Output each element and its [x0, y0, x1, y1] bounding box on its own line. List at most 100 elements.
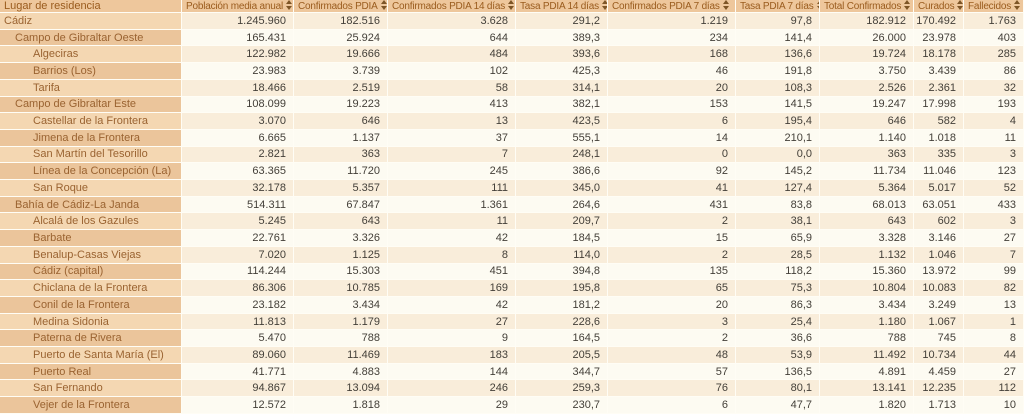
value-cell: 3.439: [914, 63, 964, 80]
value-cell: 23.978: [914, 29, 964, 47]
value-cell: 67.847: [294, 196, 388, 214]
value-cell: 63.051: [914, 196, 964, 214]
value-cell: 291,2: [516, 13, 608, 30]
column-header-lugar-de-residencia: Lugar de residencia: [0, 0, 182, 13]
value-cell: 5.245: [182, 213, 294, 231]
value-cell: 2.361: [914, 79, 964, 97]
value-cell: 9: [388, 330, 516, 348]
value-cell: 10.804: [820, 280, 914, 297]
value-cell: 0,0: [736, 146, 820, 164]
column-header-label: Total Confirmados: [824, 1, 902, 12]
value-cell: 234: [608, 29, 736, 47]
value-cell: 11.469: [294, 347, 388, 364]
value-cell: 10.083: [914, 280, 964, 297]
value-cell: 53,9: [736, 347, 820, 364]
place-name-cell: San Martín del Tesorillo: [0, 146, 182, 164]
column-header-tasa-pdia-14-dias[interactable]: Tasa PDIA 14 días: [516, 0, 608, 13]
value-cell: 37: [388, 129, 516, 147]
value-cell: 184,5: [516, 230, 608, 247]
value-cell: 13: [964, 296, 1024, 314]
value-cell: 3.739: [294, 63, 388, 80]
table-row: Conil de la Frontera 23.182 3.434 42 181,2 20…: [0, 296, 1024, 314]
value-cell: 195,4: [736, 113, 820, 130]
value-cell: 18.178: [914, 46, 964, 64]
value-cell: 164,5: [516, 330, 608, 348]
value-cell: 7: [388, 146, 516, 164]
value-cell: 153: [608, 96, 736, 114]
value-cell: 36,6: [736, 330, 820, 348]
table-row: Barbate 22.761 3.326 42 184,5 15 65,9 3.328 3.14…: [0, 230, 1024, 247]
value-cell: 246: [388, 380, 516, 398]
column-header-curados[interactable]: Curados: [914, 0, 964, 13]
value-cell: 3: [608, 313, 736, 331]
place-name-cell: Castellar de la Frontera: [0, 113, 182, 130]
value-cell: 15: [608, 230, 736, 247]
table-row: Chiclana de la Frontera 86.306 10.785 169 19…: [0, 280, 1024, 297]
column-header-total-confirmados[interactable]: Total Confirmados: [820, 0, 914, 13]
column-header-tasa-pdia-7-dias[interactable]: Tasa PDIA 7 días: [736, 0, 820, 13]
value-cell: 344,7: [516, 363, 608, 381]
value-cell: 123: [964, 163, 1024, 181]
value-cell: 17.998: [914, 96, 964, 114]
place-name-cell: Línea de la Concepción (La): [0, 163, 182, 181]
value-cell: 42: [388, 230, 516, 247]
place-name-cell: Barrios (Los): [0, 63, 182, 80]
column-header-confirmados-pdia-7-dias[interactable]: Confirmados PDIA 7 días: [608, 0, 736, 13]
value-cell: 425,3: [516, 63, 608, 80]
value-cell: 169: [388, 280, 516, 297]
column-header-label: Tasa PDIA 7 días: [740, 1, 814, 12]
column-header-label: Confirmados PDIA 7 días: [612, 1, 720, 12]
value-cell: 58: [388, 79, 516, 97]
column-header-label: Lugar de residencia: [4, 0, 101, 12]
column-header-fallecidos[interactable]: Fallecidos: [964, 0, 1024, 13]
place-name-cell: Tarifa: [0, 79, 182, 97]
place-name-cell: Bahía de Cádiz-La Janda: [0, 196, 182, 214]
column-header-confirmados-pdia-14-dias[interactable]: Confirmados PDIA 14 días: [388, 0, 516, 13]
value-cell: 8: [964, 330, 1024, 348]
value-cell: 264,6: [516, 196, 608, 214]
table-row: Benalup-Casas Viejas 7.020 1.125 8 114,0 2 28,…: [0, 246, 1024, 264]
column-header-label: Tasa PDIA 14 días: [520, 1, 599, 12]
value-cell: 136,6: [736, 46, 820, 64]
value-cell: 26.000: [820, 29, 914, 47]
table-row: Castellar de la Frontera 3.070 646 13 423,5 6…: [0, 113, 1024, 130]
value-cell: 433: [964, 196, 1024, 214]
value-cell: 92: [608, 163, 736, 181]
value-cell: 431: [608, 196, 736, 214]
value-cell: 27: [964, 363, 1024, 381]
place-name-cell: Campo de Gibraltar Este: [0, 96, 182, 114]
value-cell: 1.067: [914, 313, 964, 331]
value-cell: 314,1: [516, 79, 608, 97]
column-header-poblacion-media-anual[interactable]: Población media anual: [182, 0, 294, 13]
value-cell: 145,2: [736, 163, 820, 181]
sort-updown-icon: [380, 0, 387, 10]
place-name-cell: Puerto de Santa María (El): [0, 347, 182, 364]
value-cell: 394,8: [516, 263, 608, 281]
value-cell: 170.492: [914, 13, 964, 30]
value-cell: 1.132: [820, 246, 914, 264]
place-name-cell: San Roque: [0, 180, 182, 197]
value-cell: 393,6: [516, 46, 608, 64]
value-cell: 89.060: [182, 347, 294, 364]
sort-updown-icon: [285, 0, 292, 10]
table-row: Alcalá de los Gazules 5.245 643 11 209,7 2 38,…: [0, 213, 1024, 231]
value-cell: 8: [388, 246, 516, 264]
table-row: Paterna de Rivera 5.470 788 9 164,5 2 36,6 788 7…: [0, 330, 1024, 348]
value-cell: 15.303: [294, 263, 388, 281]
value-cell: 248,1: [516, 146, 608, 164]
value-cell: 13: [388, 113, 516, 130]
value-cell: 20: [608, 79, 736, 97]
value-cell: 114,0: [516, 246, 608, 264]
column-header-confirmados-pdia[interactable]: Confirmados PDIA: [294, 0, 388, 13]
sort-updown-icon: [904, 0, 911, 10]
value-cell: 1.820: [820, 397, 914, 414]
value-cell: 27: [388, 313, 516, 331]
value-cell: 122.982: [182, 46, 294, 64]
place-name-cell: Benalup-Casas Viejas: [0, 246, 182, 264]
value-cell: 2: [608, 213, 736, 231]
value-cell: 13.141: [820, 380, 914, 398]
value-cell: 19.724: [820, 46, 914, 64]
value-cell: 363: [820, 146, 914, 164]
place-name-cell: Algeciras: [0, 46, 182, 64]
